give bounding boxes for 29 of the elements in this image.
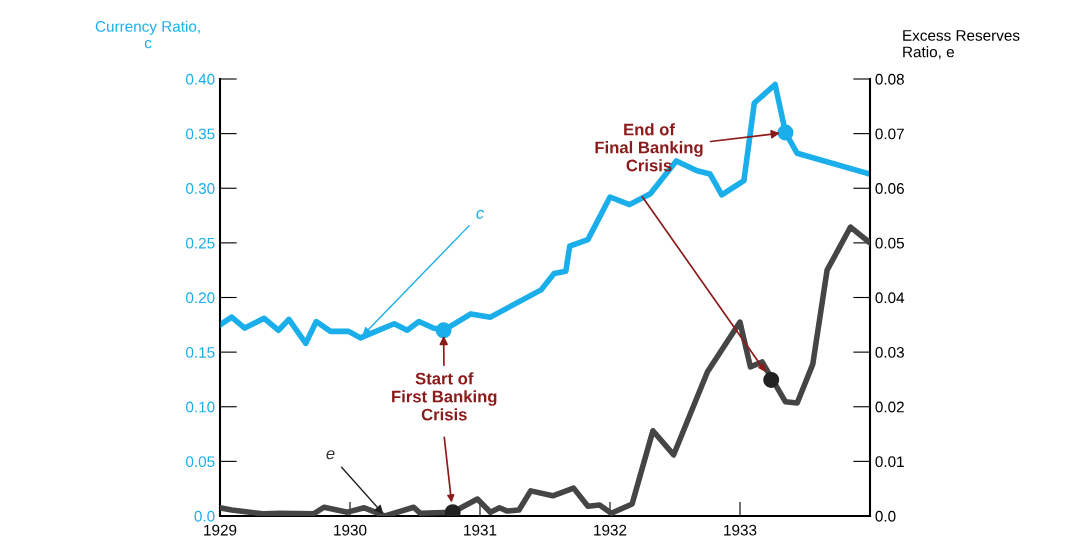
y-tick-label: 0.05 <box>186 456 215 468</box>
y2-axis-title: Excess Reserves Ratio, e <box>903 30 1020 60</box>
y2-tick-label: 0.04 <box>875 292 905 304</box>
y2-tick-label: 0.01 <box>875 456 904 468</box>
y2-tick-label: 0.0 <box>875 510 896 522</box>
y-tick-label: 0.0 <box>194 510 215 522</box>
x-tick-label: 1932 <box>594 524 627 536</box>
text: e <box>326 450 335 460</box>
y-tick-label: 0.40 <box>186 73 215 85</box>
text: c <box>476 209 484 219</box>
y2-tick-label: 0.07 <box>875 128 904 140</box>
y-tick-label: 0.25 <box>186 237 215 249</box>
annotation: End of Final Banking Crisis <box>595 123 703 172</box>
y-tick-label: 0.20 <box>186 292 215 304</box>
x-tick-label: 1929 <box>204 524 237 536</box>
x-tick-label: 1931 <box>464 524 497 536</box>
y-tick-label: 0.30 <box>186 183 215 194</box>
x-tick-label: 1930 <box>334 524 367 536</box>
x-tick-label: 1933 <box>724 524 757 536</box>
y2-tick-label: 0.06 <box>875 183 904 194</box>
y2-tick-label: 0.05 <box>875 237 904 249</box>
annotation: Start of First Banking Crisis <box>392 372 497 421</box>
y-tick-label: 0.35 <box>186 128 215 140</box>
y2-tick-label: 0.03 <box>875 346 904 358</box>
y2-tick-label: 0.08 <box>875 73 904 85</box>
y2-tick-label: 0.02 <box>875 401 904 413</box>
y-tick-label: 0.10 <box>186 401 215 413</box>
y-axis-title: Currency Ratio, c <box>95 20 200 49</box>
y-tick-label: 0.15 <box>186 346 215 358</box>
